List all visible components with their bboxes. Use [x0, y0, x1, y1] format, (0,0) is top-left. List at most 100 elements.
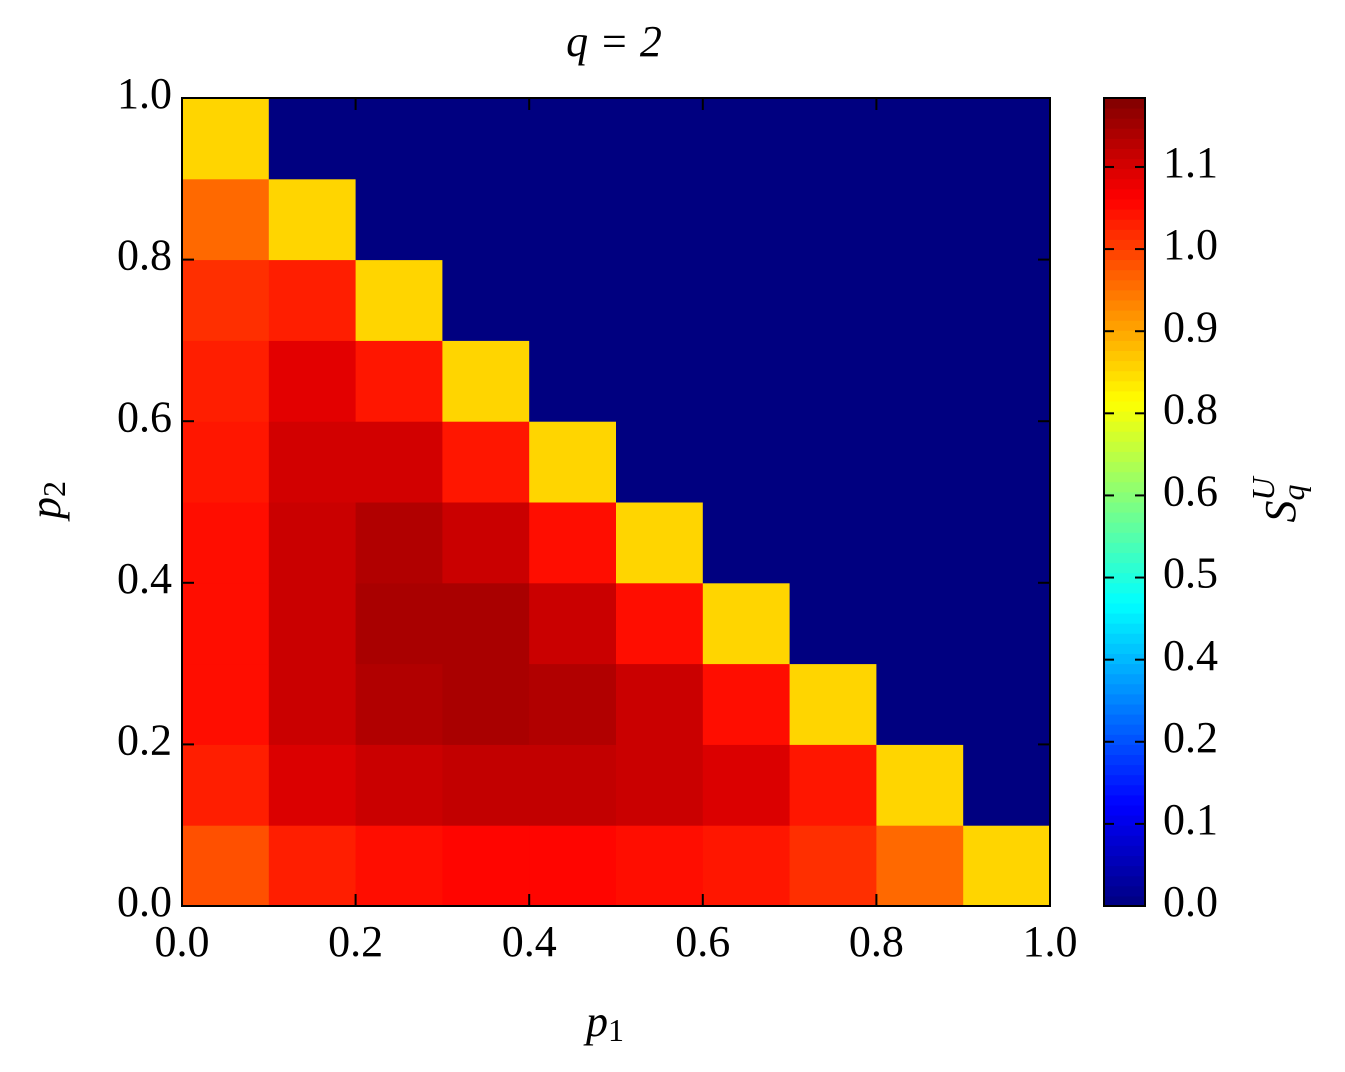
- colorbar-segment: [1104, 421, 1145, 432]
- colorbar-label: SqU: [1245, 476, 1311, 523]
- heatmap-cell: [963, 421, 1051, 503]
- heatmap-cell: [702, 421, 791, 503]
- colorbar-segment: [1104, 239, 1145, 250]
- plot-frame: [181, 97, 1051, 907]
- heatmap-cell: [529, 421, 617, 503]
- colorbar-segment: [1104, 653, 1145, 665]
- colorbar-segment: [1104, 704, 1145, 715]
- heatmap-cell: [702, 98, 791, 180]
- colorbar-segment: [1104, 895, 1145, 907]
- heatmap-cell: [616, 582, 704, 665]
- heatmap-cell: [182, 744, 270, 826]
- heatmap-cell: [529, 340, 617, 422]
- heatmap-cell: [963, 825, 1051, 907]
- heatmap-cell: [529, 663, 617, 745]
- heatmap-cell: [876, 98, 964, 180]
- colorbar-label-sub: q: [1275, 485, 1311, 501]
- heatmap-cell: [442, 340, 530, 422]
- colorbar-segment: [1104, 865, 1145, 877]
- colorbar-segment: [1104, 269, 1145, 281]
- heatmap-cell: [529, 582, 617, 665]
- colorbar-tick-label: 0.0: [1163, 877, 1218, 926]
- heatmap-cell: [963, 502, 1051, 584]
- heatmap-cell: [442, 825, 530, 907]
- heatmap-cell: [182, 340, 270, 422]
- heatmap-cell: [268, 663, 357, 745]
- colorbar-segment: [1104, 885, 1145, 897]
- heatmap-cell: [702, 340, 791, 422]
- heatmap-cell: [789, 582, 877, 665]
- heatmap-cell: [702, 663, 791, 745]
- heatmap-cell: [355, 663, 443, 745]
- colorbar-segment: [1104, 249, 1145, 261]
- y-tick-label: 0.0: [117, 877, 172, 926]
- colorbar-tick-label: 0.5: [1163, 549, 1218, 598]
- colorbar-segment: [1104, 512, 1145, 523]
- colorbar-segment: [1104, 158, 1145, 170]
- colorbar-segment: [1104, 118, 1145, 129]
- y-tick-label: 0.6: [117, 392, 172, 441]
- x-tick-label: 0.0: [155, 917, 210, 966]
- heatmap-cell: [963, 178, 1051, 261]
- heatmap-cell: [442, 663, 530, 745]
- colorbar-segment: [1104, 360, 1145, 372]
- colorbar-segment: [1104, 401, 1145, 412]
- colorbar-segment: [1104, 461, 1145, 473]
- colorbar-tick-label: 0.6: [1163, 467, 1218, 516]
- x-tick-label: 0.2: [328, 917, 383, 966]
- colorbar-segment: [1104, 673, 1145, 685]
- heatmap-cell: [182, 259, 270, 341]
- colorbar-tick-label: 0.2: [1163, 713, 1218, 762]
- heatmap-cell: [442, 259, 530, 341]
- heatmap-cell: [529, 744, 617, 826]
- colorbar-tick-label: 0.9: [1163, 302, 1218, 351]
- heatmap-cell: [876, 663, 964, 745]
- colorbar-segment: [1104, 764, 1145, 776]
- colorbar-segment: [1104, 562, 1145, 574]
- heatmap-cell: [876, 582, 964, 665]
- colorbar-segment: [1104, 289, 1145, 301]
- colorbar-segment: [1104, 199, 1145, 210]
- heatmap-cell: [442, 178, 530, 261]
- colorbar-segment: [1104, 219, 1145, 230]
- heatmap-cell: [616, 340, 704, 422]
- y-label-base: p: [21, 497, 70, 522]
- colorbar-segment: [1104, 572, 1145, 584]
- heatmap-cell: [616, 421, 704, 503]
- colorbar-segment: [1104, 188, 1145, 200]
- heatmap-cell: [268, 502, 357, 584]
- x-tick-label: 0.6: [675, 917, 730, 966]
- heatmap-cell: [789, 421, 877, 503]
- heatmap-cell: [789, 98, 877, 180]
- colorbar-segment: [1104, 128, 1145, 139]
- colorbar-segment: [1104, 178, 1145, 190]
- colorbar-segment: [1104, 471, 1145, 483]
- colorbar-segment: [1104, 431, 1145, 442]
- heatmap-cell: [442, 582, 530, 665]
- colorbar-segment: [1104, 451, 1145, 463]
- heatmap-cell: [876, 340, 964, 422]
- colorbar-segment: [1104, 774, 1145, 786]
- heatmap-cell: [355, 421, 443, 503]
- colorbar-segment: [1104, 855, 1145, 867]
- heatmap-cell: [529, 502, 617, 584]
- colorbar-segment: [1104, 825, 1145, 836]
- heatmap-cell: [616, 178, 704, 261]
- colorbar-segment: [1104, 845, 1145, 856]
- heatmap-cell: [702, 582, 791, 665]
- colorbar-segment: [1104, 603, 1145, 614]
- colorbar-segment: [1104, 259, 1145, 271]
- heatmap-cell: [616, 259, 704, 341]
- chart-title: q = 2: [566, 17, 662, 66]
- heatmap-cell: [268, 421, 357, 503]
- colorbar-segment: [1104, 380, 1145, 392]
- heatmap-cell: [442, 98, 530, 180]
- colorbar-segment: [1104, 370, 1145, 382]
- heatmap-cell: [355, 98, 443, 180]
- y-label-sub: 2: [36, 481, 72, 497]
- colorbar-segment: [1104, 613, 1145, 624]
- heatmap-cell: [702, 178, 791, 261]
- heatmap-cell: [963, 98, 1051, 180]
- colorbar-segment: [1104, 663, 1145, 675]
- colorbar-segment: [1104, 592, 1145, 604]
